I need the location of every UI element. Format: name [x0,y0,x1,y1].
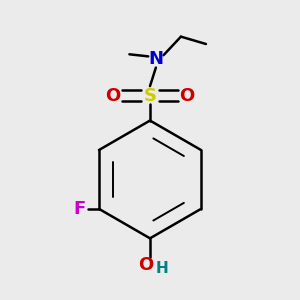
Text: O: O [138,256,154,274]
Text: O: O [106,86,121,104]
Text: S: S [143,86,157,104]
Text: H: H [156,261,169,276]
Text: F: F [74,200,86,218]
Text: N: N [148,50,164,68]
Text: O: O [179,86,194,104]
